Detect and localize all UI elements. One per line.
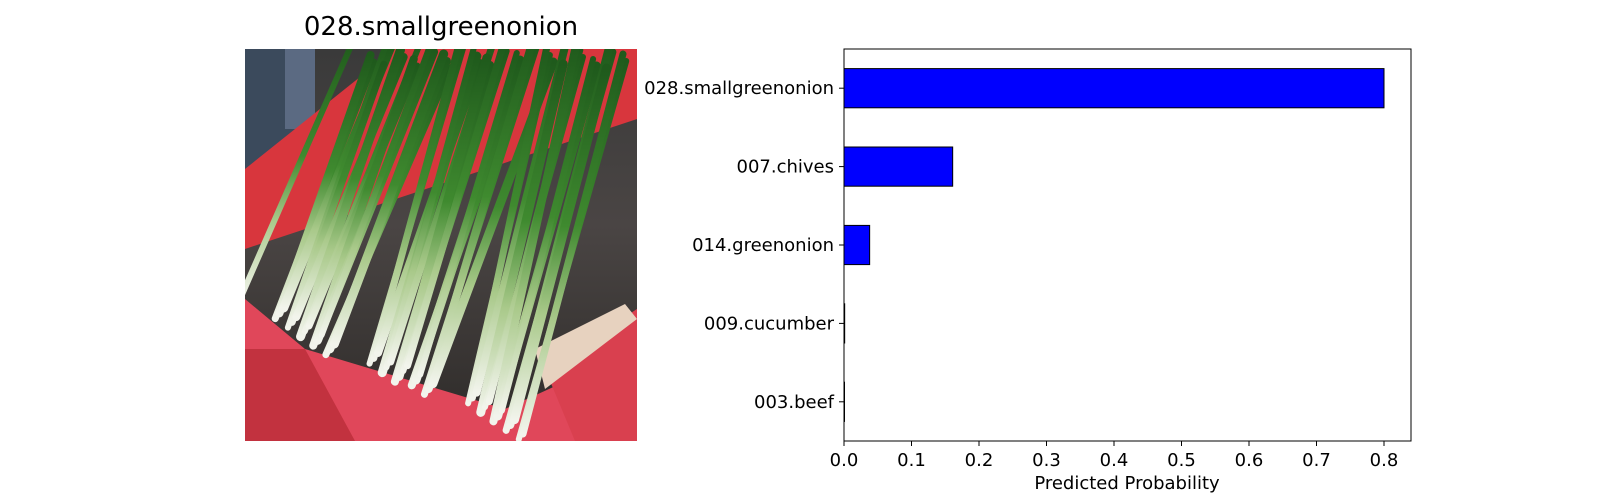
bar-003.beef [843, 381, 845, 422]
scallion-stalk [318, 49, 433, 338]
bar-009.cucumber [843, 303, 846, 344]
scallion-stalk [404, 49, 506, 370]
x-tick-label: 0.8 [1370, 450, 1399, 471]
scallion-stalk [424, 49, 535, 393]
scallion-stalk [394, 53, 492, 381]
x-tick-label: 0.0 [830, 450, 859, 471]
scallion-stalk [476, 59, 568, 417]
scallion-stalk [519, 50, 627, 438]
x-tick-label: 0.4 [1100, 450, 1129, 471]
x-axis-label: Predicted Probability [1034, 473, 1220, 494]
y-tick-label: 007.chives [737, 157, 835, 178]
scallion-stalk [417, 50, 520, 378]
y-tick-label: 028.smallgreenonion [644, 78, 834, 99]
y-tick-label: 014.greenonion [692, 235, 834, 256]
x-tick-label: 0.5 [1167, 450, 1196, 471]
image-title: 028.smallgreenonion [303, 12, 579, 42]
bar-007.chives [843, 146, 954, 187]
x-tick-label: 0.7 [1302, 450, 1331, 471]
scallion-stalk [288, 60, 388, 326]
x-tick-label: 0.3 [1032, 450, 1061, 471]
scallion-stalk [370, 49, 462, 362]
bar-014.greenonion [843, 224, 871, 266]
scallion-stalk [245, 49, 353, 296]
scallion-stalk [296, 49, 405, 342]
y-tick-label: 003.beef [754, 392, 835, 413]
scallion-stalk [510, 63, 611, 425]
scallion-stalk [329, 49, 449, 349]
scallion-stalk [498, 56, 597, 414]
plot-area [843, 48, 1412, 442]
x-tick-label: 0.2 [965, 450, 994, 471]
y-tick-label: 009.cucumber [704, 313, 835, 334]
scallion-stalk [468, 49, 551, 402]
scallion-stalk [383, 49, 477, 371]
bar-028.smallgreenonion [843, 68, 1385, 109]
x-tick-label: 0.6 [1235, 450, 1264, 471]
scallion-photo [245, 49, 637, 441]
scallion-stalk [489, 49, 580, 426]
x-tick-label: 0.1 [897, 450, 926, 471]
